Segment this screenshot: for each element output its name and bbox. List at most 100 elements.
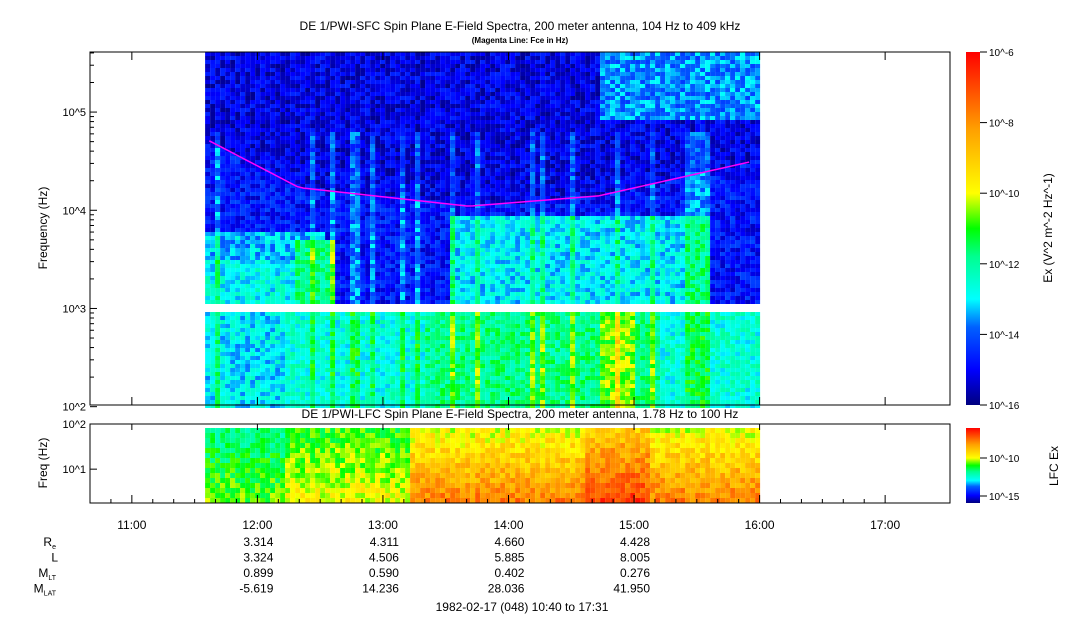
heatmap-cell — [205, 320, 211, 324]
heatmap-cell — [360, 152, 366, 156]
heatmap-cell — [405, 60, 411, 64]
heatmap-cell — [225, 160, 231, 164]
heatmap-cell — [210, 252, 216, 256]
heatmap-cell — [275, 128, 281, 132]
heatmap-cell — [325, 104, 331, 108]
heatmap-cell — [475, 352, 481, 356]
heatmap-cell — [220, 112, 226, 116]
heatmap-cell — [220, 76, 226, 80]
heatmap-cell — [295, 156, 301, 160]
heatmap-cell — [450, 268, 456, 272]
heatmap-cell — [410, 208, 416, 212]
heatmap-cell — [255, 232, 261, 236]
heatmap-cell — [400, 364, 406, 368]
heatmap-cell — [285, 104, 291, 108]
heatmap-cell — [310, 112, 316, 116]
heatmap-cell — [365, 56, 371, 60]
heatmap-cell — [275, 200, 281, 204]
heatmap-cell — [385, 112, 391, 116]
heatmap-cell — [460, 60, 466, 64]
heatmap-cell — [405, 208, 411, 212]
heatmap-cell — [320, 112, 326, 116]
heatmap-cell — [450, 192, 456, 196]
heatmap-cell — [335, 228, 341, 232]
heatmap-cell — [250, 160, 256, 164]
heatmap-cell — [360, 396, 366, 400]
heatmap-cell — [460, 184, 466, 188]
heatmap-cell — [360, 344, 366, 348]
heatmap-cell — [300, 228, 306, 232]
heatmap-cell — [255, 332, 261, 336]
heatmap-cell — [310, 184, 316, 188]
heatmap-cell — [205, 368, 211, 372]
heatmap-cell — [265, 336, 271, 340]
heatmap-cell — [405, 152, 411, 156]
heatmap-cell — [225, 248, 231, 252]
heatmap-cell — [265, 320, 271, 324]
heatmap-cell — [330, 284, 336, 288]
heatmap-cell — [310, 232, 316, 236]
heatmap-cell — [400, 288, 406, 292]
heatmap-cell — [445, 248, 451, 252]
heatmap-cell — [490, 88, 496, 92]
heatmap-cell — [280, 64, 286, 68]
heatmap-cell — [225, 324, 231, 328]
heatmap-cell — [275, 116, 281, 120]
heatmap-cell — [225, 192, 231, 196]
heatmap-cell — [415, 72, 421, 76]
heatmap-cell — [460, 92, 466, 96]
heatmap-cell — [315, 292, 321, 296]
heatmap-cell — [290, 108, 296, 112]
heatmap-cell — [250, 296, 256, 300]
heatmap-cell — [490, 136, 496, 140]
heatmap-cell — [285, 56, 291, 60]
heatmap-cell — [450, 152, 456, 156]
heatmap-cell — [465, 84, 471, 88]
heatmap-cell — [370, 60, 376, 64]
heatmap-cell — [395, 324, 401, 328]
heatmap-cell — [425, 112, 431, 116]
heatmap-cell — [340, 344, 346, 348]
heatmap-cell — [310, 268, 316, 272]
heatmap-cell — [390, 56, 396, 60]
heatmap-cell — [375, 388, 381, 392]
heatmap-cell — [410, 292, 416, 296]
heatmap-cell — [240, 172, 246, 176]
heatmap-cell — [215, 120, 221, 124]
heatmap-cell — [295, 252, 301, 256]
heatmap-cell — [345, 84, 351, 88]
heatmap-cell — [230, 372, 236, 376]
heatmap-cell — [300, 284, 306, 288]
heatmap-cell — [360, 188, 366, 192]
heatmap-cell — [415, 356, 421, 360]
heatmap-cell — [280, 160, 286, 164]
heatmap-cell — [240, 268, 246, 272]
heatmap-cell — [235, 184, 241, 188]
heatmap-cell — [225, 208, 231, 212]
heatmap-cell — [355, 372, 361, 376]
heatmap-cell — [405, 128, 411, 132]
heatmap-cell — [475, 332, 481, 336]
heatmap-cell — [480, 64, 486, 68]
heatmap-cell — [240, 280, 246, 284]
heatmap-cell — [475, 164, 481, 168]
heatmap-cell — [455, 252, 461, 256]
heatmap-cell — [455, 404, 461, 408]
heatmap-cell — [300, 404, 306, 408]
heatmap-cell — [360, 84, 366, 88]
heatmap-cell — [420, 404, 426, 408]
heatmap-cell — [475, 404, 481, 408]
heatmap-cell — [320, 164, 326, 168]
heatmap-cell — [415, 60, 421, 64]
heatmap-cell — [460, 360, 466, 364]
heatmap-cell — [435, 172, 441, 176]
heatmap-cell — [405, 384, 411, 388]
heatmap-cell — [490, 168, 496, 172]
heatmap-cell — [415, 100, 421, 104]
heatmap-cell — [320, 296, 326, 300]
heatmap-cell — [485, 316, 491, 320]
heatmap-cell — [315, 252, 321, 256]
heatmap-cell — [280, 340, 286, 344]
heatmap-cell — [240, 152, 246, 156]
heatmap-cell — [405, 160, 411, 164]
